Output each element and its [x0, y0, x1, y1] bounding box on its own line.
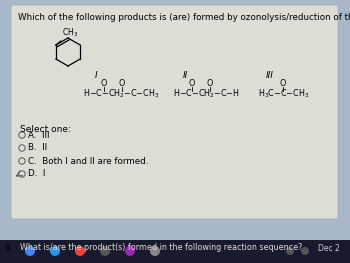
Text: O: O [207, 79, 213, 89]
Circle shape [50, 246, 60, 256]
FancyBboxPatch shape [0, 240, 350, 263]
Circle shape [150, 246, 160, 256]
Text: What is/are the product(s) formed in the following reaction sequence?: What is/are the product(s) formed in the… [20, 244, 302, 252]
Text: I: I [95, 72, 97, 80]
Text: Select one:: Select one: [20, 125, 71, 134]
Circle shape [100, 246, 110, 256]
Text: Dec 2: Dec 2 [318, 244, 340, 253]
FancyBboxPatch shape [11, 5, 338, 219]
Circle shape [75, 246, 85, 256]
Text: D.  I: D. I [28, 169, 46, 179]
Text: H$-$C$-$CH$_2$$-$C$-$CH$_3$: H$-$C$-$CH$_2$$-$C$-$CH$_3$ [83, 88, 159, 100]
Text: 9: 9 [4, 244, 10, 253]
Text: O: O [119, 79, 125, 89]
Text: H$_3$C$-$C$-$CH$_3$: H$_3$C$-$C$-$CH$_3$ [258, 88, 309, 100]
Text: Which of the following products is (are) formed by ozonolysis/reduction of the c: Which of the following products is (are)… [18, 13, 350, 22]
Text: CH$_3$: CH$_3$ [62, 27, 78, 39]
Text: II: II [182, 72, 188, 80]
Text: O: O [280, 79, 286, 89]
Text: O: O [189, 79, 195, 89]
Circle shape [301, 247, 309, 255]
Text: C.  Both I and II are formed.: C. Both I and II are formed. [28, 156, 148, 165]
Circle shape [125, 246, 135, 256]
Text: H$-$C$-$CH$_2$$-$C$-$H: H$-$C$-$CH$_2$$-$C$-$H [173, 88, 240, 100]
Circle shape [25, 246, 35, 256]
Text: O: O [101, 79, 107, 89]
Text: A.  III: A. III [28, 130, 49, 139]
Circle shape [286, 247, 294, 255]
Text: III: III [266, 72, 274, 80]
Text: B.  II: B. II [28, 144, 47, 153]
